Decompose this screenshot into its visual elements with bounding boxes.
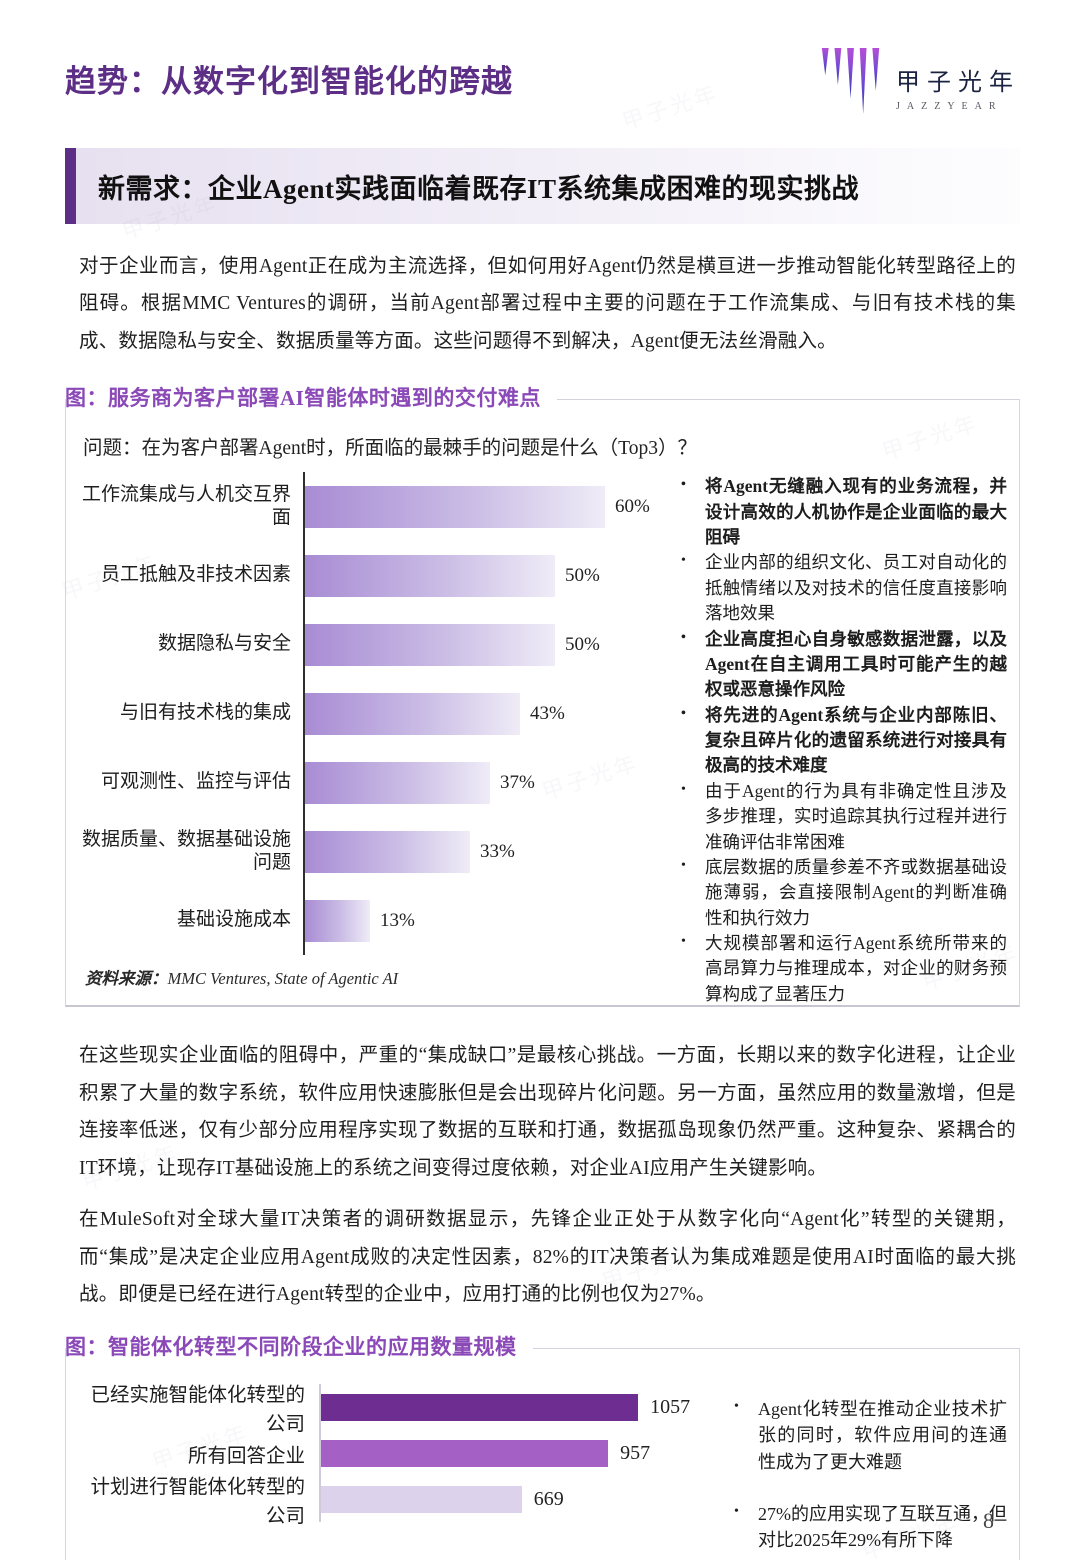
jazzyear-logo-icon <box>821 48 880 115</box>
bar-row: 员工抵触及非技术因素 50% <box>81 541 666 611</box>
bar-value: 1057 <box>650 1395 691 1418</box>
bar-row: 数据质量、数据基础设施问题 33% <box>81 817 666 887</box>
bar-label: 与旧有技术栈的集成 <box>119 702 291 724</box>
section-header: 新需求：企业Agent实践面临着既存IT系统集成困难的现实挑战 <box>65 148 1020 224</box>
bar-row: 已经实施智能体化转型的公司 1057 <box>81 1384 711 1435</box>
bar-row: 所有回答企业 957 <box>81 1430 711 1477</box>
chart2-bullets: Agent化转型在推动企业技术扩张的同时，软件应用间的连通性成为了更大难题 27… <box>731 1372 1007 1552</box>
bar <box>321 1485 522 1513</box>
bar-row: 基础设施成本 13% <box>81 886 666 956</box>
bullet-item: 底层数据的质量参差不齐或数据基础设施薄弱，会直接限制Agent的判断准确性和执行… <box>678 855 1007 931</box>
chart1-box: 问题：在为客户部署Agent时，所面临的最棘手的问题是什么（Top3）？ 工作流… <box>65 399 1020 1008</box>
bullet-item: 企业内部的组织文化、员工对自动化的抵触情绪以及对技术的信任度直接影响落地效果 <box>678 550 1007 626</box>
page-number: 8 <box>983 1508 994 1533</box>
bullet-item: Agent化转型在推动企业技术扩张的同时，软件应用间的连通性成为了更大难题 <box>731 1396 1007 1474</box>
bar <box>305 623 555 666</box>
source-text: MMC Ventures, State of Agentic AI <box>167 969 399 989</box>
bar-value: 13% <box>380 909 415 931</box>
bar-label: 已经实施智能体化转型的公司 <box>90 1385 305 1436</box>
bar-label: 计划进行智能体化转型的公司 <box>90 1477 305 1528</box>
chart1-question: 问题：在为客户部署Agent时，所面临的最棘手的问题是什么（Top3）？ <box>83 438 697 460</box>
bar-row: 数据隐私与安全 50% <box>81 610 666 680</box>
bar-value: 50% <box>565 633 600 655</box>
bar-label: 工作流集成与人机交互界面 <box>81 484 291 528</box>
logo-text: 甲子光年 JAZZYEAR <box>896 62 1020 112</box>
bar-row: 工作流集成与人机交互界面 60% <box>81 472 666 542</box>
bar-value: 33% <box>480 840 515 862</box>
bar-value: 43% <box>530 702 565 724</box>
bar <box>305 830 470 873</box>
bullet-item: 大规模部署和运行Agent系统所带来的高昂算力与推理成本，对企业的财务预算构成了… <box>678 931 1007 1007</box>
chart2-head: 图：智能体化转型不同阶段企业的应用数量规模 <box>65 1331 1020 1361</box>
chart1-title: 图：服务商为客户部署AI智能体时遇到的交付难点 <box>65 386 541 411</box>
bar-label: 所有回答企业 <box>187 1445 305 1467</box>
bar-value: 957 <box>620 1441 651 1464</box>
bar-label: 基础设施成本 <box>176 909 291 931</box>
section-header-text: 新需求：企业Agent实践面临着既存IT系统集成困难的现实挑战 <box>98 173 860 204</box>
bar-row: 计划进行智能体化转型的公司 669 <box>81 1476 711 1527</box>
bar-value: 37% <box>500 771 535 793</box>
chart1-section: 图：服务商为客户部署AI智能体时遇到的交付难点 问题：在为客户部署Agent时，… <box>65 382 1020 1008</box>
chart1-bullets: 将Agent无缝融入现有的业务流程，并设计高效的人机协作是企业面临的最大阻碍 企… <box>678 472 1007 1003</box>
chart1-source: 资料来源：MMC Ventures, State of Agentic AI <box>85 965 1007 989</box>
bar <box>321 1393 639 1421</box>
page-header: 趋势：从数字化到智能化的跨越 甲子光年 JAZZYEAR <box>65 44 1020 116</box>
bar <box>321 1439 609 1467</box>
bar-value: 60% <box>615 495 650 517</box>
bar-label: 可观测性、监控与评估 <box>100 771 291 793</box>
source-label: 资料来源： <box>85 969 168 989</box>
bar-label: 数据隐私与安全 <box>157 633 291 655</box>
bar <box>305 692 520 735</box>
chart2-plot: 已经实施智能体化转型的公司 1057 所有回答企业 957 计划进行智能体化转型… <box>81 1372 711 1552</box>
bar-row: 可观测性、监控与评估 37% <box>81 748 666 818</box>
chart2-section: 图：智能体化转型不同阶段企业的应用数量规模 已经实施智能体化转型的公司 1057… <box>65 1331 1020 1560</box>
logo-name: 甲子光年 <box>896 70 1020 96</box>
bar <box>305 485 605 528</box>
bar <box>305 761 490 804</box>
bullet-item: 27%的应用实现了互联互通，但对比2025年29%有所下降 <box>731 1501 1007 1553</box>
chart1-head-line <box>556 399 1020 401</box>
bar-row: 与旧有技术栈的集成 43% <box>81 679 666 749</box>
chart2-head-line <box>532 1348 1020 1350</box>
chart2-box: 已经实施智能体化转型的公司 1057 所有回答企业 957 计划进行智能体化转型… <box>65 1348 1020 1560</box>
bullet-item: 将先进的Agent系统与企业内部陈旧、复杂且碎片化的遗留系统进行对接具有极高的技… <box>678 703 1007 779</box>
bullet-item: 将Agent无缝融入现有的业务流程，并设计高效的人机协作是企业面临的最大阻碍 <box>678 474 1007 550</box>
bar-label: 数据质量、数据基础设施问题 <box>81 829 291 873</box>
chart2-title: 图：智能体化转型不同阶段企业的应用数量规模 <box>65 1335 517 1360</box>
bullet-item: 企业高度担心自身敏感数据泄露，以及Agent在自主调用工具时可能产生的越权或恶意… <box>678 627 1007 703</box>
body-paragraph-3: 在MuleSoft对全球大量IT决策者的调研数据显示，先锋企业正处于从数字化向“… <box>79 1209 1016 1305</box>
bullet-item: 由于Agent的行为具有非确定性且涉及多步推理，实时追踪其执行过程并进行准确评估… <box>678 779 1007 855</box>
logo-subname: JAZZYEAR <box>896 101 1003 112</box>
chart1-plot: 工作流集成与人机交互界面 60% 员工抵触及非技术因素 50% 数据隐私与安全 … <box>81 472 666 956</box>
body-paragraph-2: 在这些现实企业面临的阻碍中，严重的“集成缺口”是最核心挑战。一方面，长期以来的数… <box>79 1045 1016 1179</box>
bar-value: 669 <box>533 1487 564 1510</box>
bar-value: 50% <box>565 564 600 586</box>
bar <box>305 899 370 942</box>
bar <box>305 554 555 597</box>
page-title: 趋势：从数字化到智能化的跨越 <box>65 64 513 99</box>
chart1-head: 图：服务商为客户部署AI智能体时遇到的交付难点 <box>65 382 1020 412</box>
bar-label: 员工抵触及非技术因素 <box>100 564 291 586</box>
body-paragraph-1: 对于企业而言，使用Agent正在成为主流选择，但如何用好Agent仍然是横亘进一… <box>79 256 1016 352</box>
jazzyear-logo: 甲子光年 JAZZYEAR <box>819 44 1020 116</box>
